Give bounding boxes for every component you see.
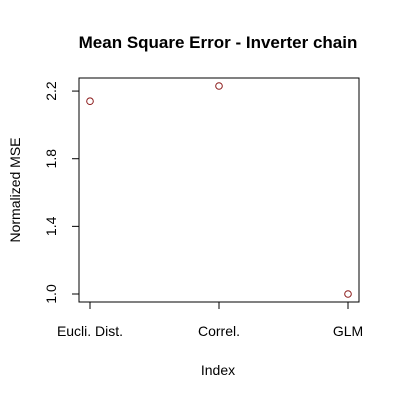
x-axis: Eucli. Dist. Correl. GLM xyxy=(57,301,363,339)
y-tick-label: 1.0 xyxy=(43,284,59,304)
y-axis-label: Normalized MSE xyxy=(7,137,23,242)
y-axis: 1.0 1.4 1.8 2.2 xyxy=(43,81,80,304)
x-tick-label: Eucli. Dist. xyxy=(57,323,123,339)
data-point xyxy=(215,82,223,90)
data-point xyxy=(86,97,94,106)
data-point xyxy=(344,290,352,298)
x-tick-label: GLM xyxy=(333,323,363,339)
x-axis-label: Index xyxy=(201,362,235,378)
y-tick-label: 1.4 xyxy=(43,216,59,236)
y-tick-label: 2.2 xyxy=(43,81,59,101)
plot-frame xyxy=(78,77,360,303)
data-points xyxy=(86,82,352,298)
chart-title: Mean Square Error - Inverter chain xyxy=(79,33,358,52)
x-tick-label: Correl. xyxy=(198,323,240,339)
y-tick-label: 1.8 xyxy=(43,149,59,169)
